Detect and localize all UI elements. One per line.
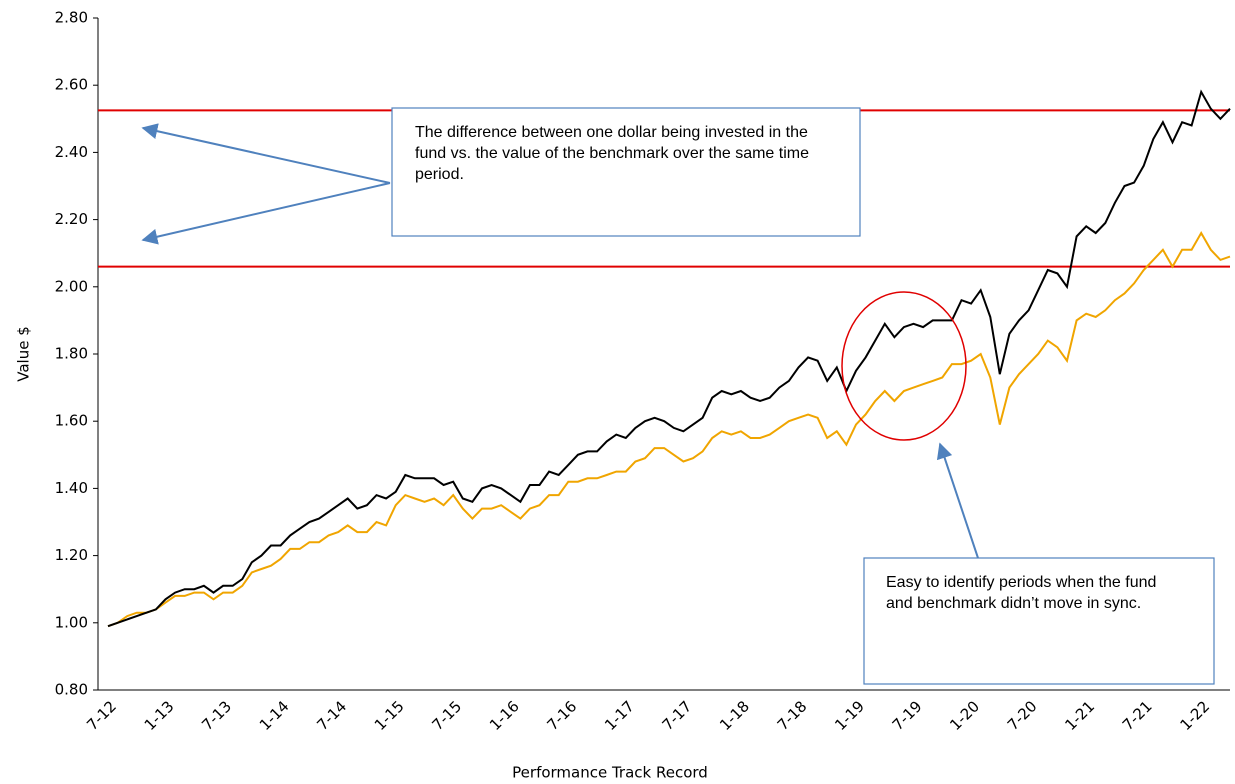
x-tick-label: 1-19 xyxy=(831,697,868,734)
x-tick-label: 1-21 xyxy=(1061,697,1098,734)
x-tick-label: 7-16 xyxy=(544,697,581,734)
y-tick-label: 1.00 xyxy=(55,613,88,631)
y-tick-label: 1.60 xyxy=(55,412,88,430)
x-tick-label: 1-17 xyxy=(601,697,638,734)
x-tick-label: 7-20 xyxy=(1004,697,1041,734)
y-tick-label: 2.40 xyxy=(55,143,88,161)
y-tick-label: 0.80 xyxy=(55,681,88,699)
y-tick-label: 2.00 xyxy=(55,277,88,295)
x-axis-label: Performance Track Record xyxy=(512,764,708,782)
arrow xyxy=(141,182,391,245)
x-tick-label: 7-12 xyxy=(83,697,120,734)
y-tick-label: 1.20 xyxy=(55,546,88,564)
y-tick-label: 2.20 xyxy=(55,210,88,228)
y-tick-label: 1.40 xyxy=(55,479,88,497)
x-tick-label: 7-13 xyxy=(198,697,235,734)
annotation: The difference between one dollar being … xyxy=(415,124,809,183)
y-axis-label: Value $ xyxy=(15,326,33,382)
x-tick-label: 1-16 xyxy=(486,697,523,734)
x-tick-label: 1-15 xyxy=(371,697,408,734)
x-tick-label: 7-21 xyxy=(1119,697,1156,734)
x-tick-label: 1-18 xyxy=(716,697,753,734)
x-tick-label: 7-18 xyxy=(774,697,811,734)
y-tick-label: 2.60 xyxy=(55,76,88,94)
x-tick-label: 1-20 xyxy=(946,697,983,734)
arrow xyxy=(936,442,979,559)
x-tick-label: 7-17 xyxy=(659,697,696,734)
y-tick-label: 2.80 xyxy=(55,9,88,27)
series-line xyxy=(107,230,1231,628)
y-tick-label: 1.80 xyxy=(55,345,88,363)
annotation-box xyxy=(391,107,861,237)
x-tick-label: 1-13 xyxy=(141,697,178,734)
x-tick-label: 7-14 xyxy=(313,697,350,734)
x-tick-label: 7-19 xyxy=(889,697,926,734)
arrow xyxy=(141,123,391,184)
x-tick-label: 1-14 xyxy=(256,697,293,734)
series-line xyxy=(107,89,1231,628)
x-tick-label: 1-22 xyxy=(1176,697,1213,734)
annotation: Easy to identify periods when the fund a… xyxy=(886,574,1157,612)
highlight-ellipse xyxy=(841,291,967,441)
x-tick-label: 7-15 xyxy=(428,697,465,734)
annotation-box xyxy=(863,557,1215,685)
